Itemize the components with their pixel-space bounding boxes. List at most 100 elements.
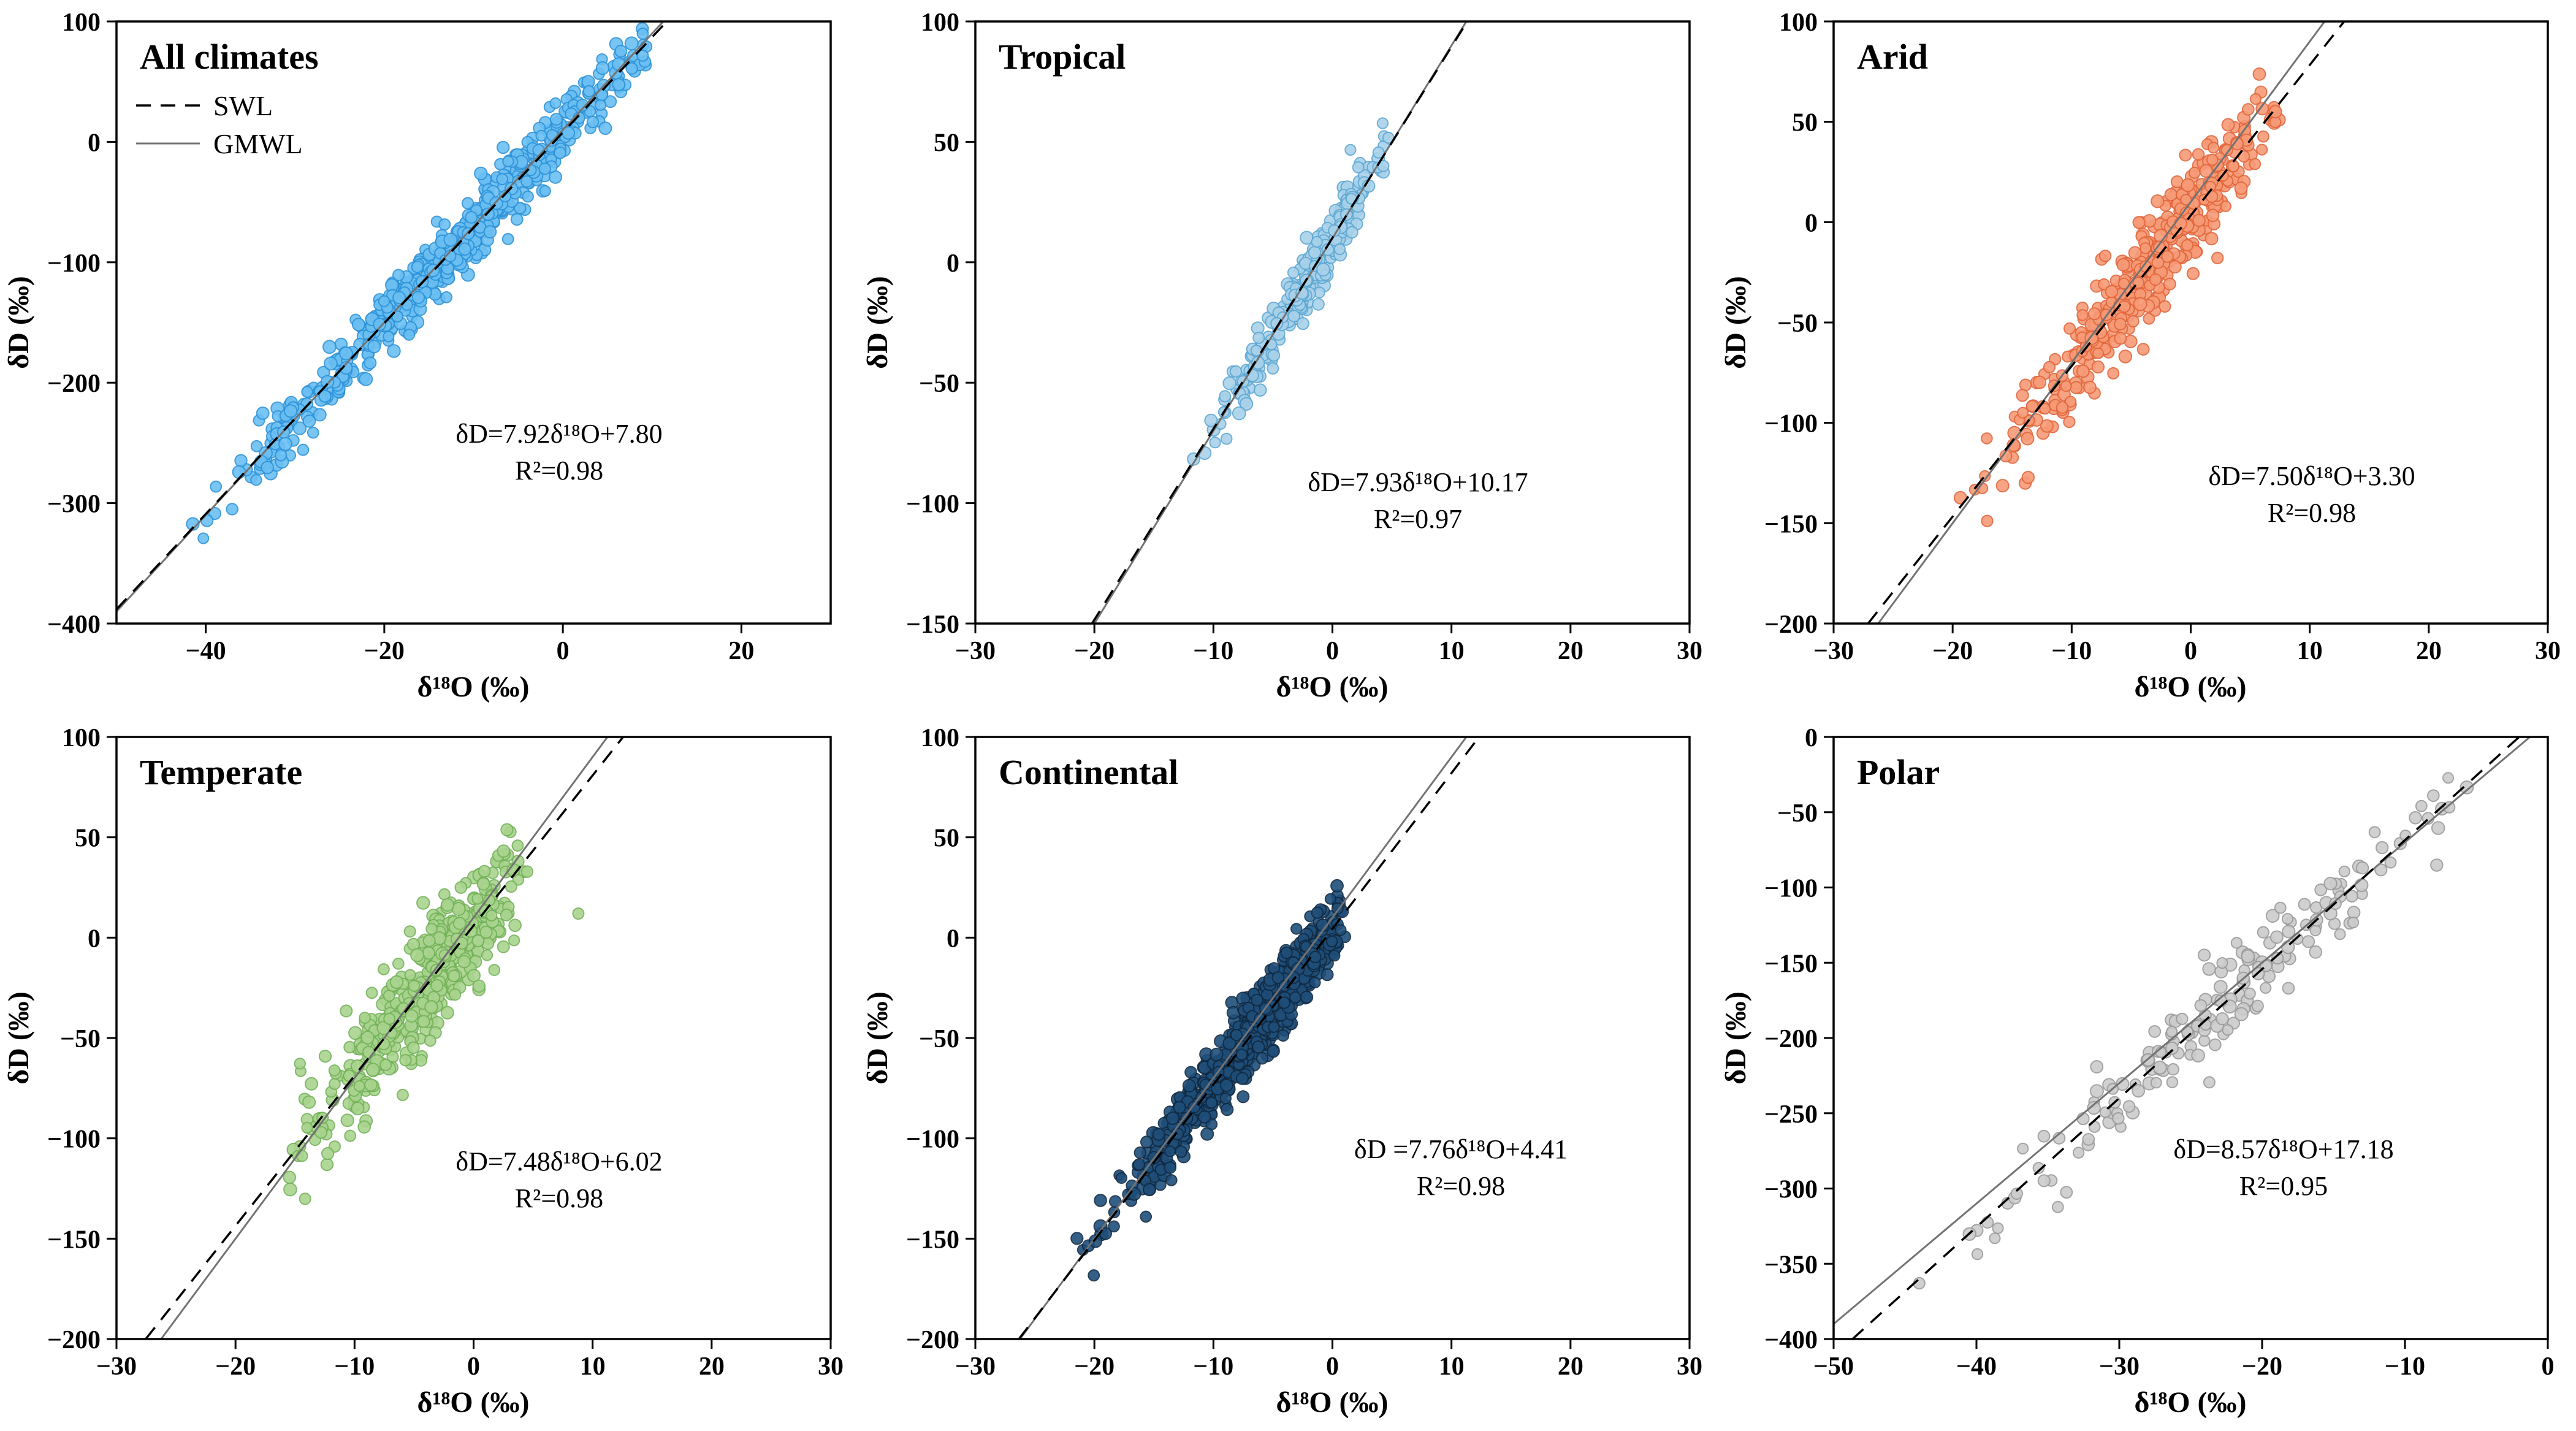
x-tick-label: 20 bbox=[728, 637, 754, 665]
x-tick-label: −30 bbox=[2099, 1353, 2140, 1381]
scatter-point bbox=[449, 988, 462, 1001]
gmwl-line bbox=[1834, 737, 2531, 1325]
scatter-point bbox=[2282, 925, 2296, 939]
scatter-point bbox=[2282, 913, 2294, 925]
scatter-point bbox=[210, 480, 223, 493]
panel-title: Temperate bbox=[140, 752, 302, 792]
scatter-point bbox=[261, 460, 275, 475]
scatter-point bbox=[1087, 1269, 1100, 1282]
scatter-point bbox=[2017, 1142, 2029, 1155]
scatter-point bbox=[294, 1058, 306, 1070]
scatter-point bbox=[2143, 312, 2155, 325]
x-tick-label: −30 bbox=[96, 1353, 137, 1381]
plot-border bbox=[1832, 20, 2550, 625]
y-tick-label: −100 bbox=[47, 250, 101, 278]
scatter-point bbox=[478, 864, 491, 878]
y-tick-label: −50 bbox=[1777, 310, 1818, 338]
scatter-point bbox=[538, 162, 551, 175]
scatter-point bbox=[438, 218, 451, 231]
scatter-points bbox=[186, 22, 653, 544]
y-tick-label: −150 bbox=[1764, 950, 1818, 978]
scatter-point bbox=[1311, 906, 1324, 919]
scatter-point bbox=[440, 898, 455, 912]
regression-equation: δD=7.93δ¹⁸O+10.17 bbox=[1308, 467, 1528, 497]
x-tick-label: 0 bbox=[467, 1353, 480, 1381]
x-tick-label: 20 bbox=[2416, 637, 2442, 665]
scatter-point bbox=[481, 949, 493, 961]
scatter-point bbox=[2256, 143, 2268, 156]
scatter-point bbox=[234, 454, 248, 467]
y-tick-label: −200 bbox=[47, 370, 101, 398]
scatter-point bbox=[1376, 117, 1389, 129]
scatter-point bbox=[396, 1088, 409, 1101]
y-tick-label: 100 bbox=[62, 9, 101, 37]
scatter-point bbox=[2112, 1112, 2125, 1125]
scatter-point bbox=[324, 356, 338, 371]
scatter-point bbox=[2090, 1060, 2104, 1074]
x-axis-label: δ¹⁸O (‰) bbox=[417, 1386, 530, 1419]
scatter-point bbox=[2216, 957, 2228, 969]
scatter-point bbox=[2107, 367, 2120, 380]
y-tick-label: 0 bbox=[88, 129, 101, 157]
scatter-point bbox=[2204, 232, 2219, 246]
scatter-point bbox=[320, 1158, 334, 1172]
scatter-point bbox=[1229, 365, 1242, 378]
scatter-point bbox=[1271, 971, 1284, 985]
panel-polar: −50 −40 −30 −20 −10 0 −400 −350 −300 −250 −200 −150… bbox=[1717, 716, 2576, 1431]
scatter-point bbox=[2098, 278, 2111, 291]
scatter-point bbox=[1996, 479, 2010, 493]
scatter-point bbox=[1300, 990, 1313, 1004]
y-axis-label: δD (‰) bbox=[861, 276, 894, 369]
scatter-point bbox=[1287, 266, 1300, 279]
scatter-point bbox=[1320, 968, 1334, 982]
panel-all-climates: −40 −20 0 20 −400 −300 −200 −100 0 100 All climat… bbox=[0, 0, 859, 716]
y-tick-label: −150 bbox=[906, 1226, 959, 1254]
scatter-point bbox=[2166, 1026, 2178, 1038]
r-squared: R²=0.98 bbox=[2268, 498, 2356, 528]
scatter-point bbox=[383, 330, 395, 343]
swl-legend-label: SWL bbox=[213, 90, 273, 121]
panel-arid: −30 −20 −10 0 10 20 30 −200 −150 −100 −50 0 50 100 Ar… bbox=[1717, 0, 2576, 716]
y-tick-label: 50 bbox=[934, 129, 959, 157]
scatter-point bbox=[1344, 143, 1357, 156]
scatter-point bbox=[1209, 1047, 1224, 1062]
scatter-point bbox=[598, 121, 612, 135]
scatter-point bbox=[2374, 863, 2388, 877]
scatter-point bbox=[399, 1054, 412, 1067]
scatter-point bbox=[2060, 1186, 2073, 1199]
x-tick-label: 0 bbox=[557, 637, 570, 665]
y-tick-label: −300 bbox=[47, 490, 101, 519]
panel-title: Arid bbox=[1857, 37, 1928, 77]
y-tick-label: −400 bbox=[1764, 1326, 1818, 1354]
scatter-point bbox=[2198, 1034, 2211, 1047]
swl-line bbox=[1851, 737, 2520, 1339]
scatter-point bbox=[1992, 1222, 2004, 1234]
y-tick-label: −350 bbox=[1764, 1251, 1818, 1279]
scatter-point bbox=[2114, 332, 2127, 345]
x-tick-label: −40 bbox=[1956, 1353, 1997, 1381]
scatter-point bbox=[339, 361, 353, 375]
scatter-point bbox=[1132, 1158, 1145, 1171]
scatter-point bbox=[404, 969, 416, 981]
scatter-point bbox=[2274, 901, 2287, 914]
scatter-point bbox=[283, 1170, 297, 1185]
scatter-point bbox=[1311, 235, 1323, 248]
regression-equation: δD=7.92δ¹⁸O+7.80 bbox=[455, 419, 662, 449]
scatter-point bbox=[307, 426, 319, 439]
scatter-point bbox=[318, 389, 332, 403]
scatter-point bbox=[2345, 890, 2359, 903]
scatter-point bbox=[2206, 208, 2220, 223]
x-axis-label: δ¹⁸O (‰) bbox=[417, 671, 530, 703]
scatter-point bbox=[2164, 188, 2178, 202]
scatter-point bbox=[2189, 166, 2201, 179]
scatter-point bbox=[408, 980, 421, 992]
scatter-point bbox=[624, 36, 639, 51]
scatter-point bbox=[1200, 1127, 1214, 1141]
scatter-point bbox=[1222, 1036, 1237, 1050]
scatter-point bbox=[2063, 322, 2076, 335]
scatter-point bbox=[2148, 1025, 2162, 1038]
x-tick-label: 30 bbox=[818, 1353, 844, 1381]
scatter-point bbox=[2060, 380, 2073, 392]
scatter-point bbox=[2298, 898, 2311, 911]
